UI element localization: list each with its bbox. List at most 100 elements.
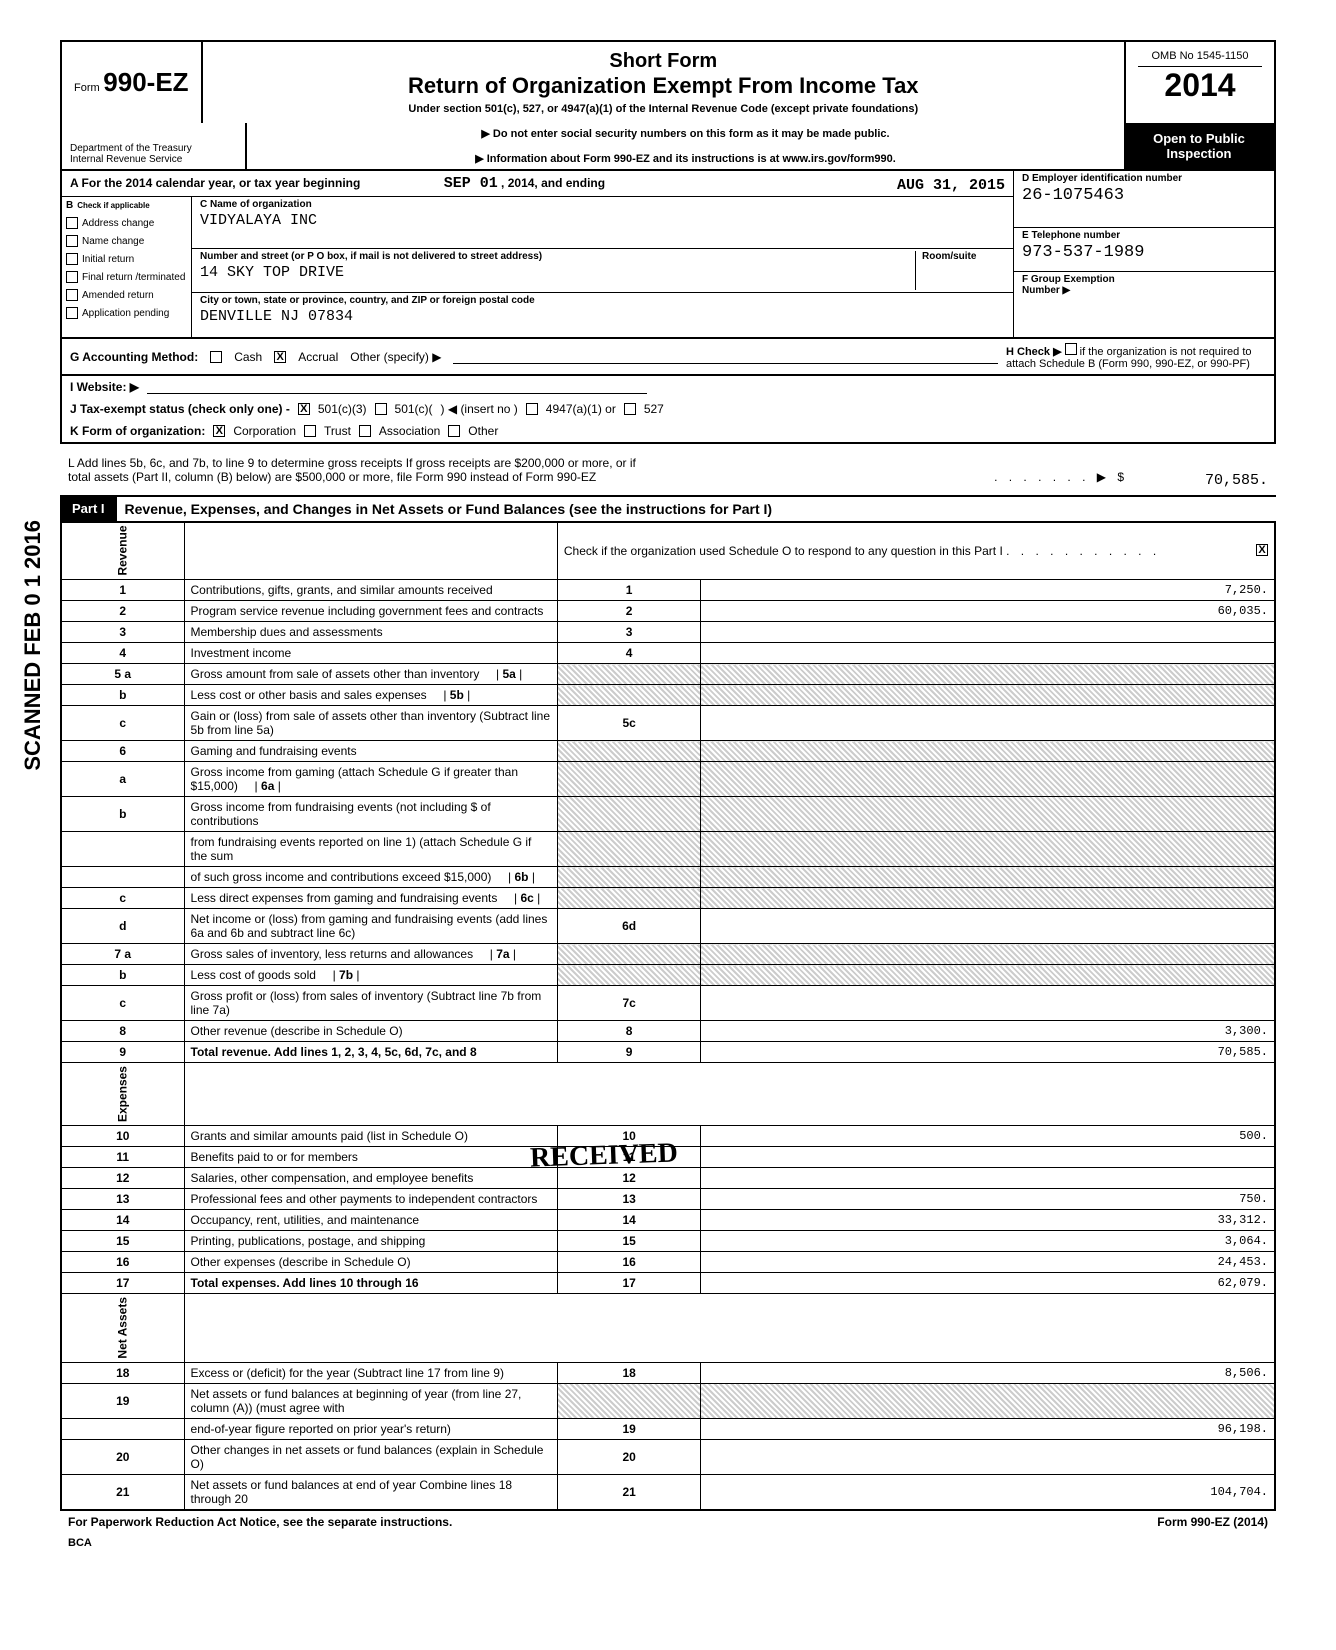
footer-right: Form 990-EZ (2014) xyxy=(1157,1515,1268,1529)
527-label: 527 xyxy=(644,402,664,416)
check-amended[interactable]: Amended return xyxy=(62,286,191,304)
part1-header-row: Part I Revenue, Expenses, and Changes in… xyxy=(60,495,1276,521)
assoc-label: Association xyxy=(379,424,440,438)
year-row: A For the 2014 calendar year, or tax yea… xyxy=(62,171,1013,197)
warning-text: ▶ Do not enter social security numbers o… xyxy=(259,127,1112,140)
public-inspection: Open to Public Inspection xyxy=(1124,123,1274,169)
table-row: dNet income or (loss) from gaming and fu… xyxy=(61,909,1275,944)
header-row2: Department of the Treasury Internal Reve… xyxy=(60,123,1276,171)
group-label2: Number ▶ xyxy=(1022,285,1266,296)
g-label: G Accounting Method: xyxy=(70,350,198,364)
table-row: 6Gaming and fundraising events xyxy=(61,741,1275,762)
i-label: I Website: ▶ xyxy=(70,380,139,394)
gross-receipts-amount: 70,585. xyxy=(1128,470,1268,491)
table-row: of such gross income and contributions e… xyxy=(61,867,1275,888)
other-label: Other (specify) ▶ xyxy=(350,350,441,364)
bca-label: BCA xyxy=(60,1533,1276,1553)
table-row: cLess direct expenses from gaming and fu… xyxy=(61,888,1275,909)
check-corp[interactable] xyxy=(213,425,225,437)
table-row: 13Professional fees and other payments t… xyxy=(61,1189,1275,1210)
k-label: K Form of organization: xyxy=(70,424,205,438)
end-year: , 2015 xyxy=(951,177,1005,194)
table-row: 14Occupancy, rent, utilities, and mainte… xyxy=(61,1210,1275,1231)
phone-label: E Telephone number xyxy=(1022,230,1266,241)
scanned-stamp: SCANNED FEB 0 1 2016 xyxy=(20,520,46,771)
check-501c[interactable] xyxy=(375,403,387,415)
end-date-full: AUG 31, 2015 xyxy=(897,175,1005,196)
check-final[interactable]: Final return /terminated xyxy=(62,268,191,286)
check-address[interactable]: Address change xyxy=(62,214,191,232)
insert-label: ) ◀ (insert no ) xyxy=(441,402,518,416)
ein-value: 26-1075463 xyxy=(1022,184,1266,207)
revenue-side-label: Revenue xyxy=(61,522,184,580)
check-b-label: B xyxy=(66,200,73,211)
table-row: 16Other expenses (describe in Schedule O… xyxy=(61,1252,1275,1273)
gr-line1: L Add lines 5b, 6c, and 7b, to line 9 to… xyxy=(68,456,1268,470)
check-pending[interactable]: Application pending xyxy=(62,304,191,322)
check-other-org[interactable] xyxy=(448,425,460,437)
main-title: Return of Organization Exempt From Incom… xyxy=(215,73,1112,99)
corp-label: Corporation xyxy=(233,424,296,438)
check-text: Check if applicable xyxy=(77,201,149,210)
street-label: Number and street (or P O box, if mail i… xyxy=(200,251,915,262)
table-row: cGross profit or (loss) from sales of in… xyxy=(61,986,1275,1021)
check-527[interactable] xyxy=(624,403,636,415)
end-date: AUG 31 xyxy=(897,177,951,194)
table-row: bGross income from fundraising events (n… xyxy=(61,797,1275,832)
gr-line2: total assets (Part II, column (B) below)… xyxy=(68,470,596,491)
check-4947[interactable] xyxy=(526,403,538,415)
netassets-side-label: Net Assets xyxy=(61,1294,184,1363)
dept-box: Department of the Treasury Internal Reve… xyxy=(62,123,247,169)
check-h[interactable] xyxy=(1065,343,1077,355)
city-value: DENVILLE NJ 07834 xyxy=(200,306,1005,327)
city-label: City or town, state or province, country… xyxy=(200,295,1005,306)
gross-receipts: L Add lines 5b, 6c, and 7b, to line 9 to… xyxy=(60,444,1276,495)
j-label: J Tax-exempt status (check only one) - xyxy=(70,402,290,416)
begin-date: SEP 01 xyxy=(444,173,498,194)
table-row: aGross income from gaming (attach Schedu… xyxy=(61,762,1275,797)
check-accrual[interactable] xyxy=(274,351,286,363)
check-schedule-o[interactable] xyxy=(1256,544,1268,556)
table-row: 19Net assets or fund balances at beginni… xyxy=(61,1383,1275,1418)
501c3-label: 501(c)(3) xyxy=(318,402,367,416)
check-assoc[interactable] xyxy=(359,425,371,437)
table-row: from fundraising events reported on line… xyxy=(61,832,1275,867)
room-label: Room/suite xyxy=(922,251,1005,262)
table-row: 1Contributions, gifts, grants, and simil… xyxy=(61,580,1275,601)
ein-label: D Employer identification number xyxy=(1022,173,1266,184)
cash-label: Cash xyxy=(234,350,262,364)
part1-table: Revenue Check if the organization used S… xyxy=(60,521,1276,1511)
table-row: 4Investment income4 xyxy=(61,643,1275,664)
expenses-side-label: Expenses xyxy=(61,1063,184,1126)
short-form-label: Short Form xyxy=(215,50,1112,73)
street-value: 14 SKY TOP DRIVE xyxy=(200,262,915,283)
form-prefix: Form xyxy=(74,82,100,94)
instructions-box: ▶ Do not enter social security numbers o… xyxy=(247,123,1124,169)
year-text: A For the 2014 calendar year, or tax yea… xyxy=(70,176,360,190)
table-row: 3Membership dues and assessments3 xyxy=(61,622,1275,643)
form-header: Form 990-EZ Short Form Return of Organiz… xyxy=(60,40,1276,123)
table-row: 7 aGross sales of inventory, less return… xyxy=(61,944,1275,965)
check-name[interactable]: Name change xyxy=(62,232,191,250)
trust-label: Trust xyxy=(324,424,351,438)
table-row: 8Other revenue (describe in Schedule O)8… xyxy=(61,1021,1275,1042)
org-name: VIDYALAYA INC xyxy=(200,210,1005,231)
check-column: B Check if applicable Address change Nam… xyxy=(62,197,192,337)
check-cash[interactable] xyxy=(210,351,222,363)
table-row: cGain or (loss) from sale of assets othe… xyxy=(61,706,1275,741)
tax-status-row: J Tax-exempt status (check only one) - 5… xyxy=(60,398,1276,420)
accounting-row: G Accounting Method: Cash Accrual Other … xyxy=(60,339,1276,376)
form-number: 990-EZ xyxy=(103,67,188,97)
omb-number: OMB No 1545-1150 xyxy=(1138,50,1262,67)
section-a: A For the 2014 calendar year, or tax yea… xyxy=(60,171,1276,339)
form-title-box: Short Form Return of Organization Exempt… xyxy=(203,42,1124,123)
table-row: bLess cost of goods sold | 7b | xyxy=(61,965,1275,986)
check-trust[interactable] xyxy=(304,425,316,437)
check-501c3[interactable] xyxy=(298,403,310,415)
check-initial[interactable]: Initial return xyxy=(62,250,191,268)
table-row: 18Excess or (deficit) for the year (Subt… xyxy=(61,1362,1275,1383)
table-row: 15Printing, publications, postage, and s… xyxy=(61,1231,1275,1252)
group-label: F Group Exemption xyxy=(1022,274,1266,285)
dept-line2: Internal Revenue Service xyxy=(70,154,237,165)
table-row: 12Salaries, other compensation, and empl… xyxy=(61,1168,1275,1189)
